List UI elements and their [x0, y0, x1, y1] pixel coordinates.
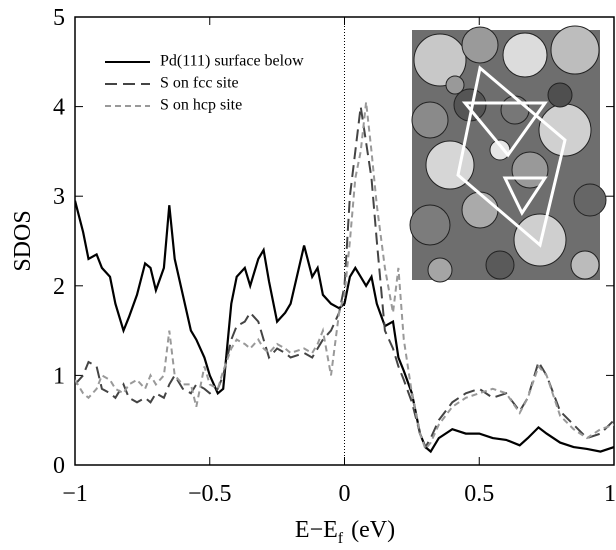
x-tick-label: −1	[62, 481, 88, 507]
series-line	[75, 200, 614, 454]
x-axis-label-unit: (eV)	[351, 517, 395, 543]
legend: Pd(111) surface below S on fcc site S on h…	[105, 53, 304, 114]
x-tick-label: 1	[604, 481, 616, 507]
y-axis-label: SDOS	[10, 210, 36, 271]
x-axis-label: E−Ef (eV)	[295, 517, 395, 547]
x-tick-label: 0	[339, 481, 351, 507]
x-axis-label-subscript: f	[338, 530, 344, 547]
y-tick-label: 5	[53, 5, 65, 31]
x-axis-label-main: E−E	[295, 517, 338, 543]
series-line	[75, 101, 614, 451]
plot-lines	[75, 101, 614, 454]
y-tick-label: 4	[53, 95, 65, 121]
y-tick-label: 0	[53, 453, 65, 479]
legend-label: Pd(111) surface below	[160, 53, 304, 70]
x-tick-label: 0.5	[464, 481, 494, 507]
x-tick-label: −0.5	[188, 481, 232, 507]
y-tick-label: 3	[53, 184, 65, 210]
inset-image	[409, 25, 607, 283]
y-tick-label: 2	[53, 274, 65, 300]
y-tick-label: 1	[53, 363, 65, 389]
series-line	[75, 106, 614, 450]
legend-label: S on hcp site	[160, 97, 242, 114]
legend-label: S on fcc site	[160, 75, 239, 92]
